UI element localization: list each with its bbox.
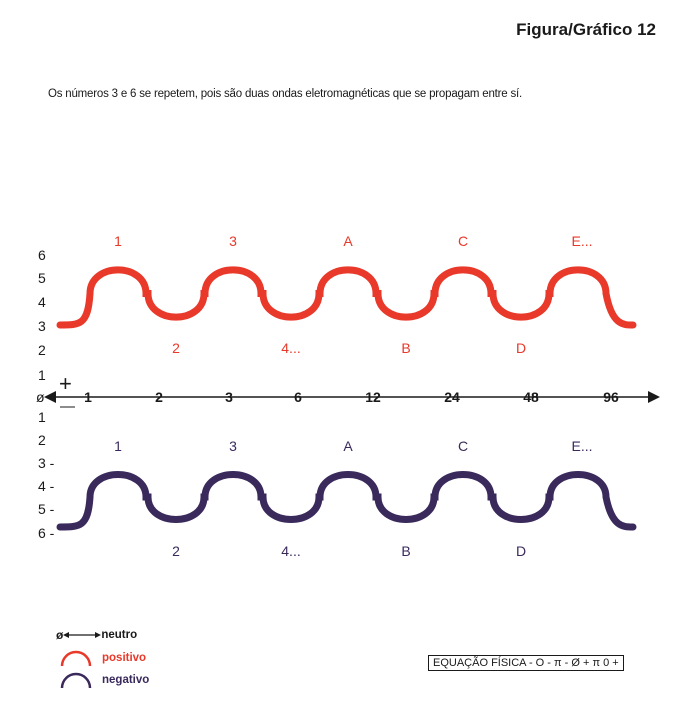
lower-peak-label: 1 [114,438,122,454]
lower-scale-label: 3 - [38,455,55,471]
upper-trough-label: 4... [281,340,300,356]
lower-peak-labels: 1 3 A C E... [114,438,592,454]
legend-negative-label: negativo [102,674,150,686]
upper-peak-label: C [458,233,468,249]
lower-trough-label: D [516,543,526,559]
lower-scale-label: 4 - [38,478,55,494]
upper-scale-label: 5 [38,270,46,286]
axis-tick-label: 48 [523,389,539,405]
legend-positive-label: positivo [102,652,147,664]
negative-wave [56,471,637,531]
upper-peak-label: A [343,233,353,249]
upper-scale-label: 6 [38,247,46,263]
axis-tick-labels: 1 2 3 6 12 24 48 96 [84,389,619,405]
positive-wave [56,266,637,329]
upper-wave-group [56,266,637,329]
axis-tick-label: 24 [444,389,460,405]
upper-scale-label: 4 [38,294,46,310]
axis-origin-label: ø [36,389,45,405]
axis-tick-label: 1 [84,389,92,405]
legend-neutral: ø neutro [56,628,137,642]
lower-trough-label: 2 [172,543,180,559]
lower-scale-label: 5 - [38,501,55,517]
upper-peak-label: 3 [229,233,237,249]
upper-trough-label: D [516,340,526,356]
lower-trough-label: 4... [281,543,300,559]
figure-subtitle: Os números 3 e 6 se repetem, pois são du… [48,88,523,100]
lower-scale-label: 1 [38,409,46,425]
lower-peak-label: A [343,438,353,454]
lower-trough-label: B [401,543,410,559]
legend-neutral-label: neutro [101,629,138,641]
upper-scale-label: 3 [38,318,46,334]
upper-peak-label: E... [571,233,592,249]
axis-tick-label: 6 [294,389,302,405]
upper-trough-label: 2 [172,340,180,356]
axis-minus-sign: — [60,398,75,415]
axis-tick-label: 3 [225,389,233,405]
upper-scale-labels: 6 5 4 3 2 1 [38,247,46,383]
figure-title: Figura/Gráfico 12 [516,20,656,39]
upper-trough-labels: 2 4... B D [172,340,526,356]
upper-peak-label: 1 [114,233,122,249]
lower-peak-label: 3 [229,438,237,454]
axis-plus-sign: + [59,371,72,396]
axis-tick-label: 12 [365,389,381,405]
positive-arc-icon [60,650,92,667]
axis-left-arrow-icon [44,391,56,403]
axis-tick-label: 96 [603,389,619,405]
negative-arc-icon [60,672,92,689]
neutral-symbol: ø [56,628,64,642]
lower-peak-label: E... [571,438,592,454]
physics-equation-box: EQUAÇÃO FÍSICA - O - π - Ø + π 0 + [428,655,624,671]
axis-tick-label: 2 [155,389,163,405]
upper-peak-labels: 1 3 A C E... [114,233,592,249]
horizontal-axis: ø + — [36,371,660,415]
double-arrow-icon [63,632,102,638]
axis-right-arrow-icon [648,391,660,403]
upper-scale-label: 2 [38,342,46,358]
lower-scale-label: 6 - [38,525,55,541]
lower-wave-group [56,471,637,531]
legend: ø neutro positivo negativo [56,628,256,690]
lower-trough-labels: 2 4... B D [172,543,526,559]
legend-negative: negativo [56,670,149,690]
legend-positive: positivo [56,648,146,668]
lower-peak-label: C [458,438,468,454]
upper-trough-label: B [401,340,410,356]
upper-scale-label: 1 [38,367,46,383]
lower-scale-labels: 1 2 3 - 4 - 5 - 6 - [38,409,55,541]
lower-scale-label: 2 [38,432,46,448]
